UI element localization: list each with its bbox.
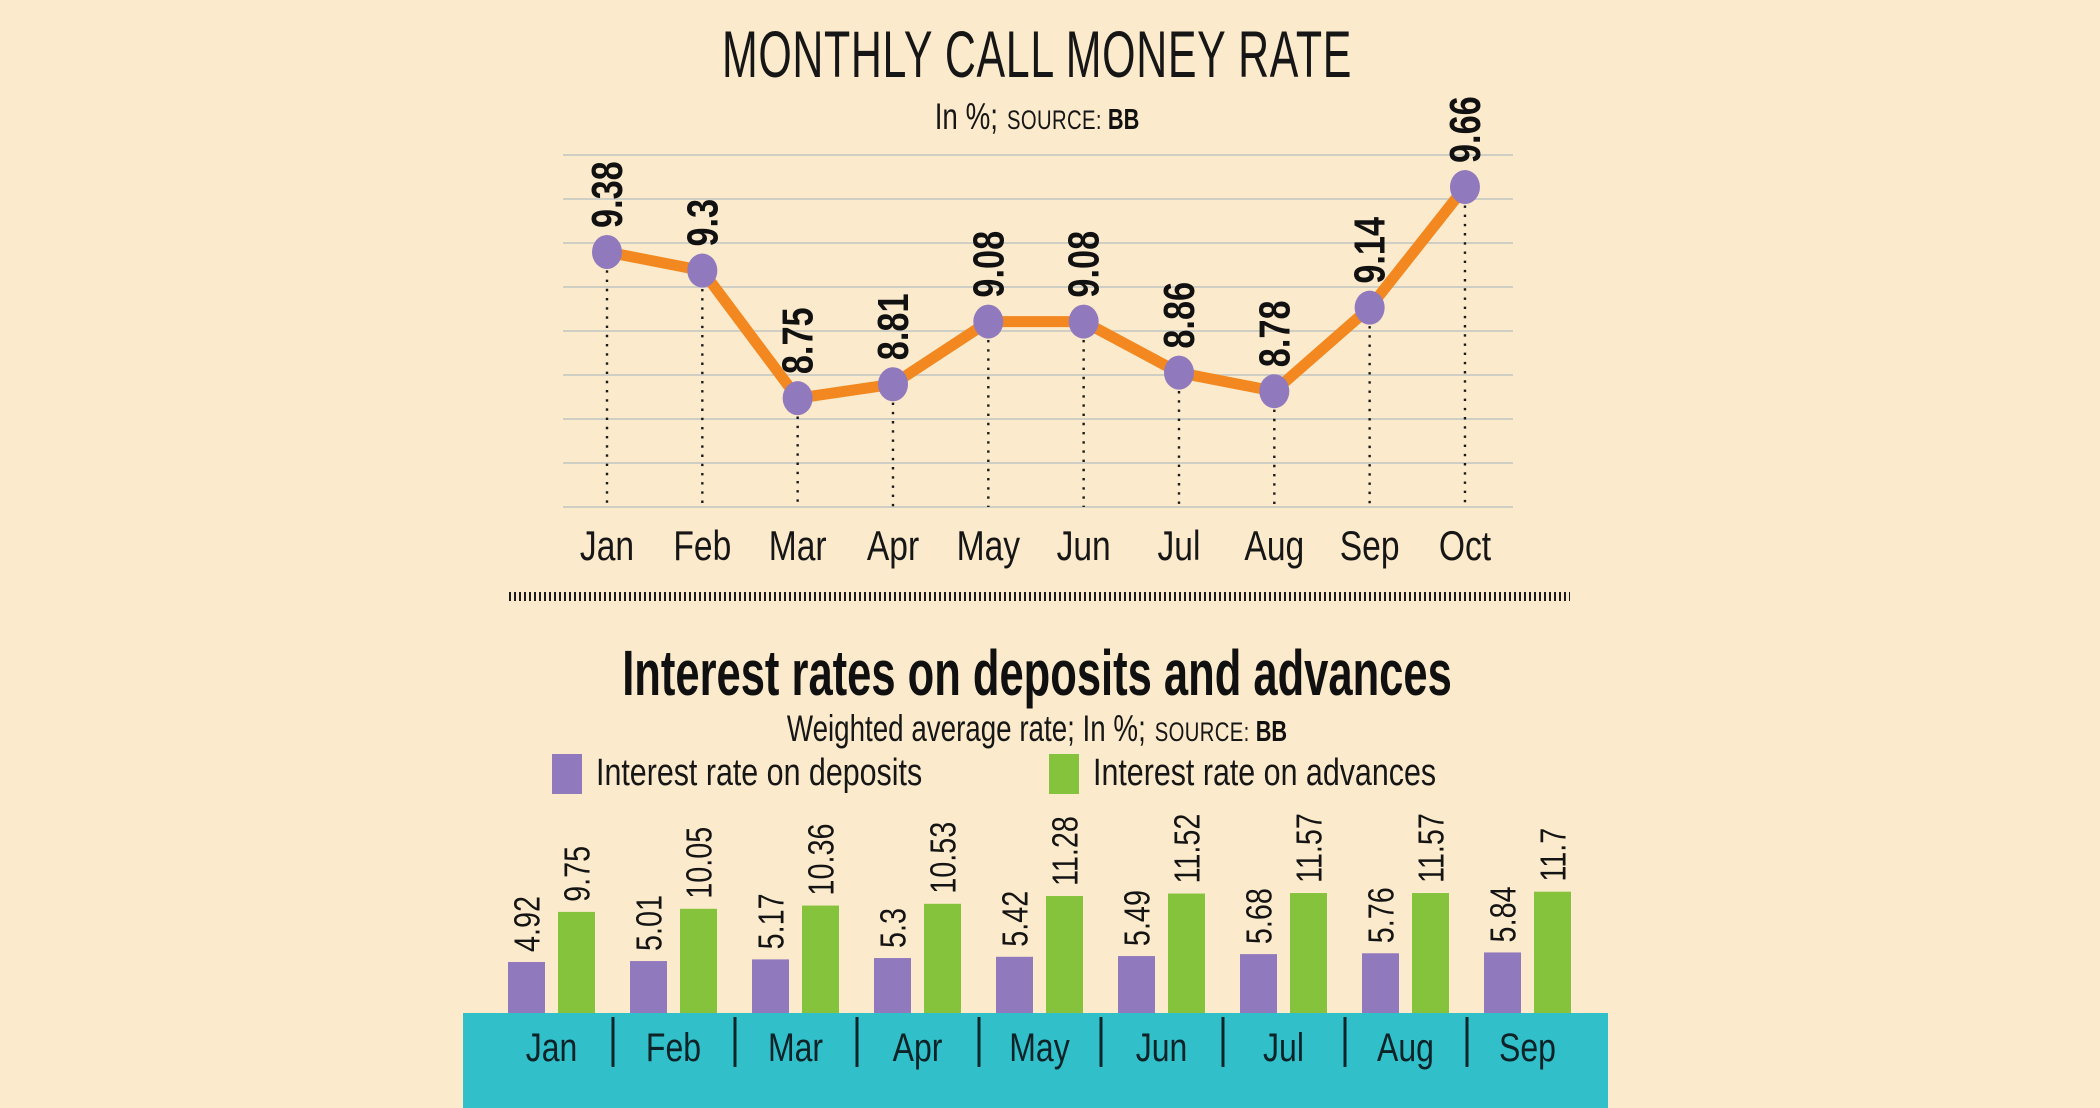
value-label: 8.81 <box>869 293 918 360</box>
bar-chart-legend: Interest rate on deposits Interest rate … <box>0 752 2074 795</box>
x-axis-label: Mar <box>769 524 827 570</box>
advances-value-label: 9.75 <box>556 846 597 902</box>
x-axis-label: Aug <box>1244 524 1304 570</box>
deposits-value-label: 5.42 <box>994 891 1035 947</box>
value-label: 8.86 <box>1155 282 1204 349</box>
section-separator <box>509 592 1570 601</box>
advances-value-label: 11.28 <box>1044 816 1085 886</box>
line-chart-subtitle: In %; SOURCE: BB <box>259 96 1815 138</box>
bar-chart-unit-label: Weighted average rate; In %; <box>786 708 1146 749</box>
bar-x-axis-label: Jan <box>526 1025 578 1070</box>
bar-deposits <box>508 961 545 1013</box>
bar-x-axis-label: May <box>1009 1025 1070 1070</box>
data-point-marker <box>592 235 622 269</box>
bar-advances <box>1168 893 1205 1013</box>
legend-item-advances: Interest rate on advances <box>1049 752 1522 795</box>
x-axis-label: May <box>957 524 1020 570</box>
data-point-marker <box>1354 290 1385 325</box>
advances-value-label: 10.53 <box>922 822 963 894</box>
line-chart-unit-label: In %; <box>934 96 998 137</box>
value-label: 9.66 <box>1441 96 1490 163</box>
advances-value-label: 11.52 <box>1166 814 1207 884</box>
deposits-value-label: 4.92 <box>506 896 547 952</box>
x-axis-label: Apr <box>867 524 920 570</box>
bar-advances <box>558 911 595 1013</box>
deposits-value-label: 5.01 <box>628 895 669 951</box>
bar-x-axis-label: Sep <box>1499 1025 1556 1070</box>
bar-chart-source-label: SOURCE: <box>1154 717 1250 747</box>
bar-chart-title: Interest rates on deposits and advances <box>622 637 1452 709</box>
bar-x-axis-label: Jun <box>1136 1025 1188 1070</box>
value-label: 8.75 <box>774 307 823 374</box>
value-label: 9.3 <box>678 199 727 247</box>
bar-chart: 4.929.755.0110.055.1710.365.310.535.4211… <box>463 813 1608 1108</box>
data-point-marker <box>1449 170 1480 205</box>
deposits-value-label: 5.76 <box>1360 887 1401 943</box>
data-point-marker <box>782 381 813 416</box>
x-axis-label: Oct <box>1439 524 1492 570</box>
advances-value-label: 10.36 <box>800 824 841 896</box>
bar-deposits <box>1362 953 1399 1013</box>
value-label: 8.78 <box>1250 300 1299 367</box>
advances-swatch-icon <box>1049 753 1080 794</box>
advances-value-label: 10.05 <box>678 827 719 899</box>
line-chart-source-value: BB <box>1107 104 1140 136</box>
bar-advances <box>1046 896 1083 1013</box>
x-axis-label: Feb <box>673 524 731 570</box>
bar-deposits <box>874 958 911 1013</box>
bar-advances <box>1290 893 1327 1013</box>
deposits-swatch-icon <box>551 753 582 794</box>
advances-value-label: 11.57 <box>1410 813 1451 883</box>
bar-x-axis-label: Feb <box>646 1025 701 1070</box>
legend-item-deposits: Interest rate on deposits <box>551 752 1004 795</box>
legend-label-deposits: Interest rate on deposits <box>595 752 922 794</box>
data-point-marker <box>1259 374 1290 409</box>
value-label: 9.14 <box>1346 217 1395 284</box>
x-axis-label: Jan <box>580 524 634 570</box>
bar-deposits <box>1118 956 1155 1013</box>
bar-deposits <box>996 956 1033 1013</box>
deposits-value-label: 5.3 <box>872 908 913 948</box>
data-point-marker <box>877 367 908 402</box>
advances-value-label: 11.57 <box>1288 813 1329 883</box>
bar-x-axis-label: Mar <box>768 1025 823 1070</box>
bar-deposits <box>752 959 789 1013</box>
line-chart-title: MONTHLY CALL MONEY RATE <box>722 17 1352 91</box>
deposits-value-label: 5.68 <box>1238 888 1279 944</box>
x-axis-band <box>463 1013 1608 1108</box>
data-point-marker <box>973 304 1004 339</box>
bar-chart-subtitle: Weighted average rate; In %; SOURCE: BB <box>259 708 1815 750</box>
call-money-rate-line <box>601 181 1471 404</box>
bar-x-axis-label: Jul <box>1263 1025 1304 1070</box>
value-label: 9.38 <box>583 161 632 228</box>
x-axis-label: Jun <box>1057 524 1111 570</box>
bar-advances <box>1534 891 1571 1013</box>
bar-chart-source-value: BB <box>1255 716 1288 748</box>
deposits-value-label: 5.84 <box>1482 886 1523 942</box>
data-point-marker <box>1068 304 1099 339</box>
deposits-value-label: 5.49 <box>1116 890 1157 946</box>
deposits-value-label: 5.17 <box>750 893 791 949</box>
legend-label-advances: Interest rate on advances <box>1093 752 1437 794</box>
bar-x-axis-label: Apr <box>893 1025 943 1070</box>
value-label: 9.08 <box>1060 231 1109 298</box>
data-point-marker <box>687 253 718 288</box>
x-axis-label: Sep <box>1340 524 1400 570</box>
bar-x-axis-label: Aug <box>1377 1025 1434 1070</box>
bar-advances <box>680 908 717 1013</box>
value-label: 9.08 <box>964 231 1013 298</box>
advances-value-label: 11.7 <box>1532 828 1573 882</box>
bar-deposits <box>630 961 667 1013</box>
bar-advances <box>924 903 961 1013</box>
bar-deposits <box>1240 954 1277 1013</box>
bar-deposits <box>1484 952 1521 1013</box>
data-point-marker <box>1163 355 1194 390</box>
x-axis-label: Jul <box>1158 524 1201 570</box>
line-chart: 9.38 9.3 8.75 8.81 9.08 9.08 8.86 8.78 9.14 9.66 J… <box>563 96 1513 570</box>
bar-advances <box>802 905 839 1013</box>
line-chart-source-label: SOURCE: <box>1006 105 1102 135</box>
bar-advances <box>1412 893 1449 1013</box>
